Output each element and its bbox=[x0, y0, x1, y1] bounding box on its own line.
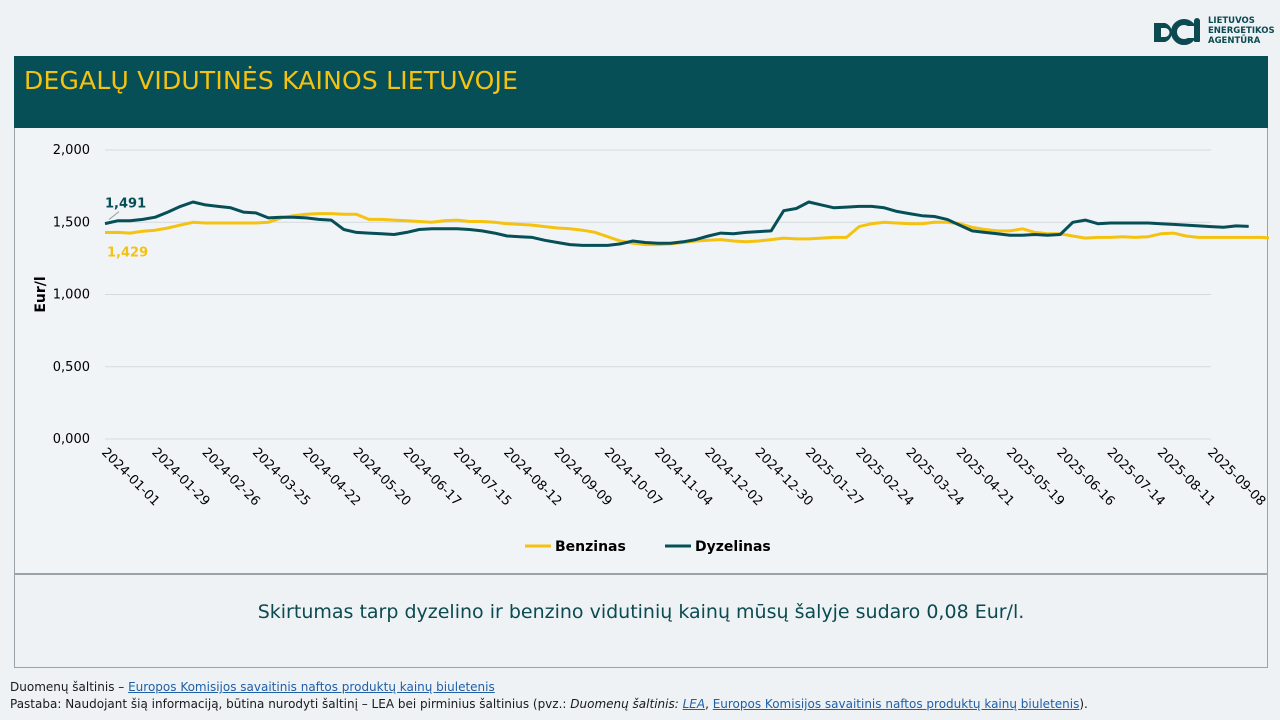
page-title: DEGALŲ VIDUTINĖS KAINOS LIETUVOJE bbox=[24, 66, 519, 95]
lea-link[interactable]: LEA bbox=[682, 697, 706, 711]
footer-note-italic: Duomenų šaltinis: bbox=[570, 697, 683, 711]
bulletin-link[interactable]: Europos Komisijos savaitinis naftos prod… bbox=[712, 697, 1080, 711]
footer-note-suffix: ). bbox=[1079, 697, 1088, 711]
lea-logo: LIETUVOS ENERGETIKOS AGENTŪRA bbox=[1150, 16, 1275, 46]
footer-note-line: Pastaba: Naudojant šią informaciją, būti… bbox=[10, 696, 1088, 713]
title-banner: DEGALŲ VIDUTINĖS KAINOS LIETUVOJE bbox=[14, 56, 1268, 128]
y-tick-label: 2,000 bbox=[53, 143, 90, 158]
footer-note-prefix: Pastaba: Naudojant šią informaciją, būti… bbox=[10, 697, 571, 711]
footer-source-line: Duomenų šaltinis – Europos Komisijos sav… bbox=[10, 679, 1088, 696]
chart-panel: 0,000 0,500 1,000 1,500 2,000 Eur/l 2024-01-01… bbox=[14, 128, 1269, 574]
y-tick-label: 0,000 bbox=[53, 432, 90, 447]
legend-label-benzinas: Benzinas bbox=[555, 539, 626, 555]
y-tick-label: 1,000 bbox=[53, 288, 90, 303]
y-axis-label: Eur/l bbox=[33, 276, 49, 312]
summary-text: Skirtumas tarp dyzelino ir benzino vidut… bbox=[257, 601, 1025, 623]
footer-source-prefix: Duomenų šaltinis – bbox=[10, 680, 129, 694]
lea-logo-text: LIETUVOS ENERGETIKOS AGENTŪRA bbox=[1208, 16, 1275, 46]
y-tick-label: 0,500 bbox=[53, 360, 90, 375]
y-tick-label: 1,500 bbox=[53, 215, 90, 230]
footer-note-sep: , bbox=[705, 697, 713, 711]
fuel-price-chart: 0,0000,5001,0001,5002,000Eur/l2024-01-01… bbox=[33, 143, 1269, 555]
lea-logo-mark bbox=[1154, 18, 1200, 45]
source-link[interactable]: Europos Komisijos savaitinis naftos prod… bbox=[128, 680, 495, 694]
data-label-leader bbox=[108, 211, 120, 220]
summary-panel: Skirtumas tarp dyzelino ir benzino vidut… bbox=[14, 574, 1268, 668]
legend-label-dyzelinas: Dyzelinas bbox=[695, 539, 771, 555]
series-line-dyzelinas bbox=[104, 200, 1249, 247]
series-line-benzinas bbox=[104, 212, 1269, 247]
data-label-benzinas-start: 1,429 bbox=[107, 246, 148, 261]
footer: Duomenų šaltinis – Europos Komisijos sav… bbox=[10, 679, 1088, 713]
data-label-dyzelinas-start: 1,491 bbox=[105, 197, 146, 212]
